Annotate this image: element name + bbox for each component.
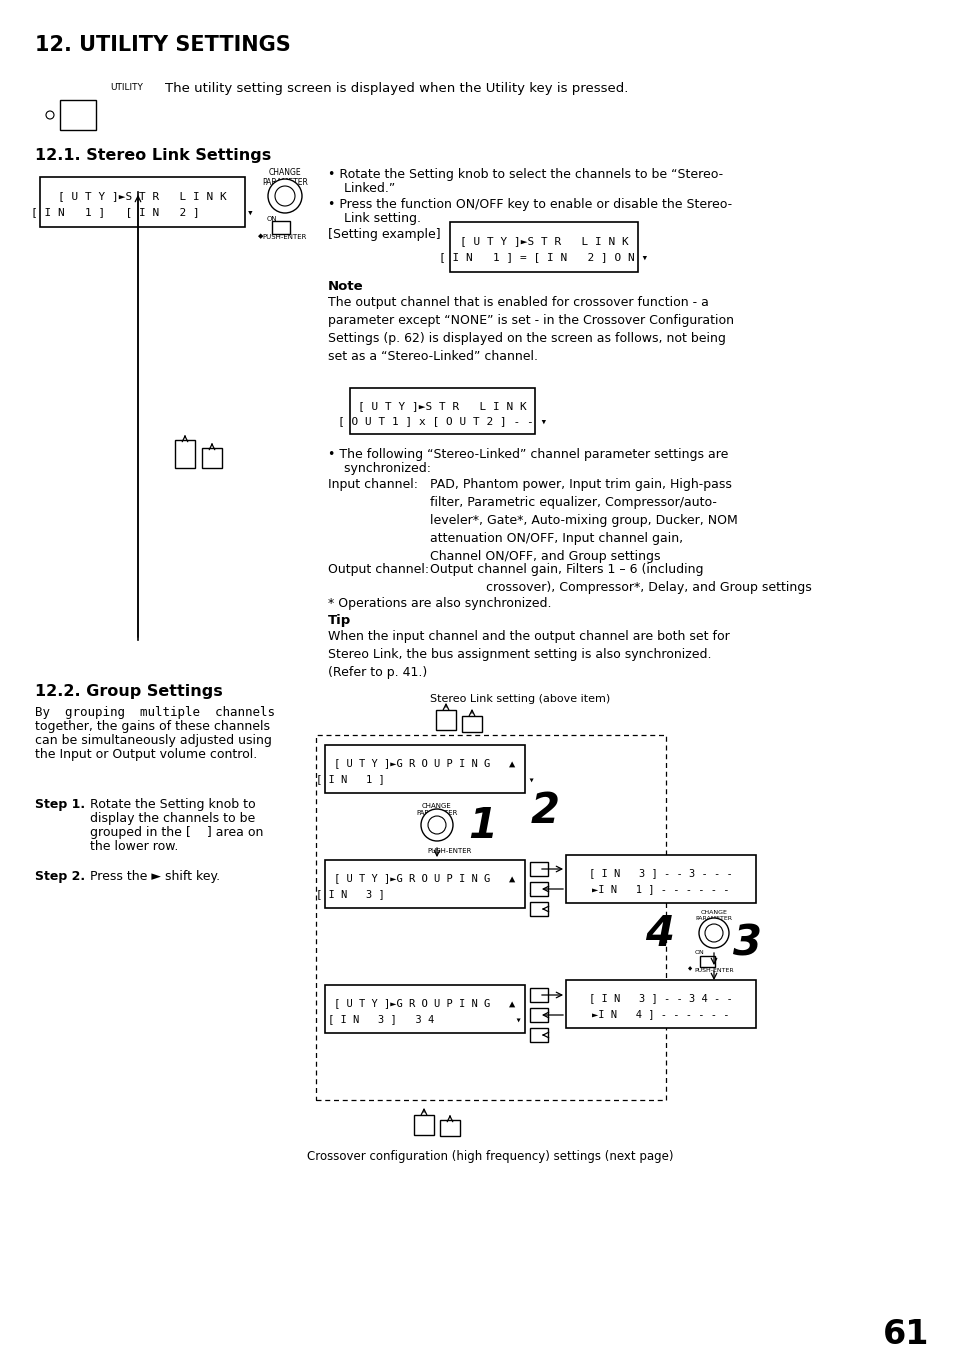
Text: 61: 61 (882, 1319, 928, 1351)
Text: [ I N   1 ]   [ I N   2 ]       ▾: [ I N 1 ] [ I N 2 ] ▾ (31, 207, 253, 218)
Text: display the channels to be: display the channels to be (90, 812, 255, 825)
Text: [ U T Y ]►G R O U P I N G   ▲: [ U T Y ]►G R O U P I N G ▲ (334, 998, 515, 1008)
Bar (530, 1008, 547, 1021)
Text: CHANGE
PARAMETER: CHANGE PARAMETER (695, 911, 732, 921)
Bar (202, 449, 222, 467)
Text: When the input channel and the output channel are both set for
Stereo Link, the : When the input channel and the output ch… (328, 630, 729, 680)
Text: ◆: ◆ (687, 966, 691, 971)
Text: ON: ON (695, 950, 704, 955)
Text: 12.1. Stereo Link Settings: 12.1. Stereo Link Settings (35, 149, 271, 163)
Text: By  grouping  multiple  channels: By grouping multiple channels (35, 707, 274, 719)
Text: ►I N   4 ] - - - - - -: ►I N 4 ] - - - - - - (592, 1009, 729, 1019)
Text: [ U T Y ]►S T R   L I N K: [ U T Y ]►S T R L I N K (58, 190, 227, 201)
Text: 2: 2 (530, 790, 558, 832)
Bar (436, 711, 456, 730)
Text: [ U T Y ]►S T R   L I N K: [ U T Y ]►S T R L I N K (357, 401, 526, 411)
Text: • The following “Stereo-Linked” channel parameter settings are: • The following “Stereo-Linked” channel … (328, 449, 727, 461)
Text: The output channel that is enabled for crossover function - a
parameter except “: The output channel that is enabled for c… (328, 296, 733, 363)
Bar (565, 855, 755, 902)
Text: Output channel:: Output channel: (328, 563, 429, 576)
Bar (530, 1028, 547, 1042)
Bar (325, 861, 524, 908)
Text: grouped in the [    ] area on: grouped in the [ ] area on (90, 825, 263, 839)
Text: PAD, Phantom power, Input trim gain, High-pass
filter, Parametric equalizer, Com: PAD, Phantom power, Input trim gain, Hig… (430, 478, 737, 563)
Bar (439, 1120, 459, 1136)
Text: Link setting.: Link setting. (328, 212, 420, 226)
Text: the Input or Output volume control.: the Input or Output volume control. (35, 748, 257, 761)
Bar (315, 735, 665, 1100)
Text: synchronized:: synchronized: (328, 462, 431, 476)
Text: can be simultaneously adjusted using: can be simultaneously adjusted using (35, 734, 272, 747)
Bar (565, 979, 755, 1028)
Text: Crossover configuration (high frequency) settings (next page): Crossover configuration (high frequency)… (307, 1150, 673, 1163)
Circle shape (274, 186, 294, 205)
Bar (350, 388, 535, 434)
Text: [ U T Y ]►G R O U P I N G   ▲: [ U T Y ]►G R O U P I N G ▲ (334, 758, 515, 769)
Bar (530, 902, 547, 916)
Text: 12. UTILITY SETTINGS: 12. UTILITY SETTINGS (35, 35, 291, 55)
Bar (325, 985, 524, 1034)
Bar (60, 100, 96, 130)
Circle shape (699, 917, 728, 948)
Text: [ I N   3 ]   3 4             ▾: [ I N 3 ] 3 4 ▾ (328, 1013, 521, 1024)
Text: UTILITY: UTILITY (110, 82, 143, 92)
Bar (700, 957, 714, 967)
Text: [ O U T 1 ] x [ O U T 2 ] - - ▾: [ O U T 1 ] x [ O U T 2 ] - - ▾ (337, 416, 547, 426)
Text: 4: 4 (645, 913, 674, 955)
Bar (530, 882, 547, 896)
Text: Linked.”: Linked.” (328, 182, 395, 195)
Bar (461, 716, 481, 732)
Text: the lower row.: the lower row. (90, 840, 178, 852)
Text: PUSH-ENTER: PUSH-ENTER (262, 234, 307, 240)
Text: [ I N   3 ] - - 3 - - -: [ I N 3 ] - - 3 - - - (589, 869, 732, 878)
Text: Tip: Tip (328, 613, 351, 627)
Text: ON: ON (267, 216, 277, 222)
Text: Note: Note (328, 280, 363, 293)
Text: [ I N   3 ]                       ▾: [ I N 3 ] ▾ (315, 889, 534, 898)
Text: Press the ► shift key.: Press the ► shift key. (90, 870, 220, 884)
Bar (450, 222, 638, 272)
Circle shape (46, 111, 54, 119)
Text: PUSH-ENTER: PUSH-ENTER (427, 848, 472, 854)
Text: Stereo Link setting (above item): Stereo Link setting (above item) (430, 694, 610, 704)
Text: • Press the function ON/OFF key to enable or disable the Stereo-: • Press the function ON/OFF key to enabl… (328, 199, 731, 211)
Bar (530, 988, 547, 1002)
Text: [Setting example]: [Setting example] (328, 228, 440, 240)
Text: [ I N   3 ] - - 3 4 - -: [ I N 3 ] - - 3 4 - - (589, 993, 732, 1004)
Text: [ U T Y ]►G R O U P I N G   ▲: [ U T Y ]►G R O U P I N G ▲ (334, 874, 515, 884)
Text: 3: 3 (733, 921, 761, 965)
Text: together, the gains of these channels: together, the gains of these channels (35, 720, 270, 734)
Text: • Rotate the Setting knob to select the channels to be “Stereo-: • Rotate the Setting knob to select the … (328, 168, 722, 181)
Text: Input channel:: Input channel: (328, 478, 417, 490)
Bar (325, 744, 524, 793)
Circle shape (420, 809, 453, 842)
Text: Rotate the Setting knob to: Rotate the Setting knob to (90, 798, 255, 811)
Circle shape (704, 924, 722, 942)
Text: 1: 1 (468, 805, 497, 847)
Text: [ I N   1 ]                       ▾: [ I N 1 ] ▾ (315, 774, 534, 784)
Bar (174, 440, 194, 467)
Text: Output channel gain, Filters 1 – 6 (including
              crossover), Compress: Output channel gain, Filters 1 – 6 (incl… (430, 563, 811, 594)
Bar (530, 862, 547, 875)
Text: * Operations are also synchronized.: * Operations are also synchronized. (328, 597, 551, 611)
Bar (272, 222, 290, 234)
Bar (414, 1115, 434, 1135)
Text: [ U T Y ]►S T R   L I N K: [ U T Y ]►S T R L I N K (459, 236, 628, 246)
Text: [ I N   1 ] = [ I N   2 ] O N ▾: [ I N 1 ] = [ I N 2 ] O N ▾ (439, 253, 648, 262)
Text: CHANGE
PARAMETER: CHANGE PARAMETER (416, 802, 457, 816)
Bar (40, 177, 245, 227)
Circle shape (428, 816, 446, 834)
Text: ◆: ◆ (258, 232, 263, 239)
Text: CHANGE
PARAMETER: CHANGE PARAMETER (262, 168, 308, 188)
Text: Step 2.: Step 2. (35, 870, 85, 884)
Text: Step 1.: Step 1. (35, 798, 85, 811)
Text: PUSH-ENTER: PUSH-ENTER (694, 969, 733, 973)
Text: ►I N   1 ] - - - - - -: ►I N 1 ] - - - - - - (592, 884, 729, 894)
Circle shape (268, 178, 302, 213)
Text: 12.2. Group Settings: 12.2. Group Settings (35, 684, 222, 698)
Text: The utility setting screen is displayed when the Utility key is pressed.: The utility setting screen is displayed … (165, 82, 628, 95)
